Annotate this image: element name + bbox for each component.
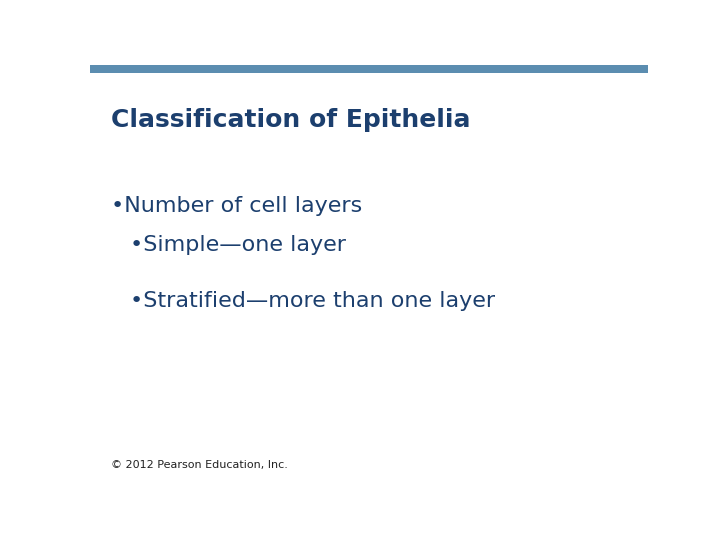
Text: •Stratified—more than one layer: •Stratified—more than one layer: [130, 292, 495, 312]
Bar: [90, 65, 648, 72]
Text: Classification of Epithelia: Classification of Epithelia: [111, 109, 471, 132]
Text: •Number of cell layers: •Number of cell layers: [111, 196, 362, 216]
Text: •Simple—one layer: •Simple—one layer: [130, 235, 346, 255]
Text: © 2012 Pearson Education, Inc.: © 2012 Pearson Education, Inc.: [111, 460, 288, 470]
